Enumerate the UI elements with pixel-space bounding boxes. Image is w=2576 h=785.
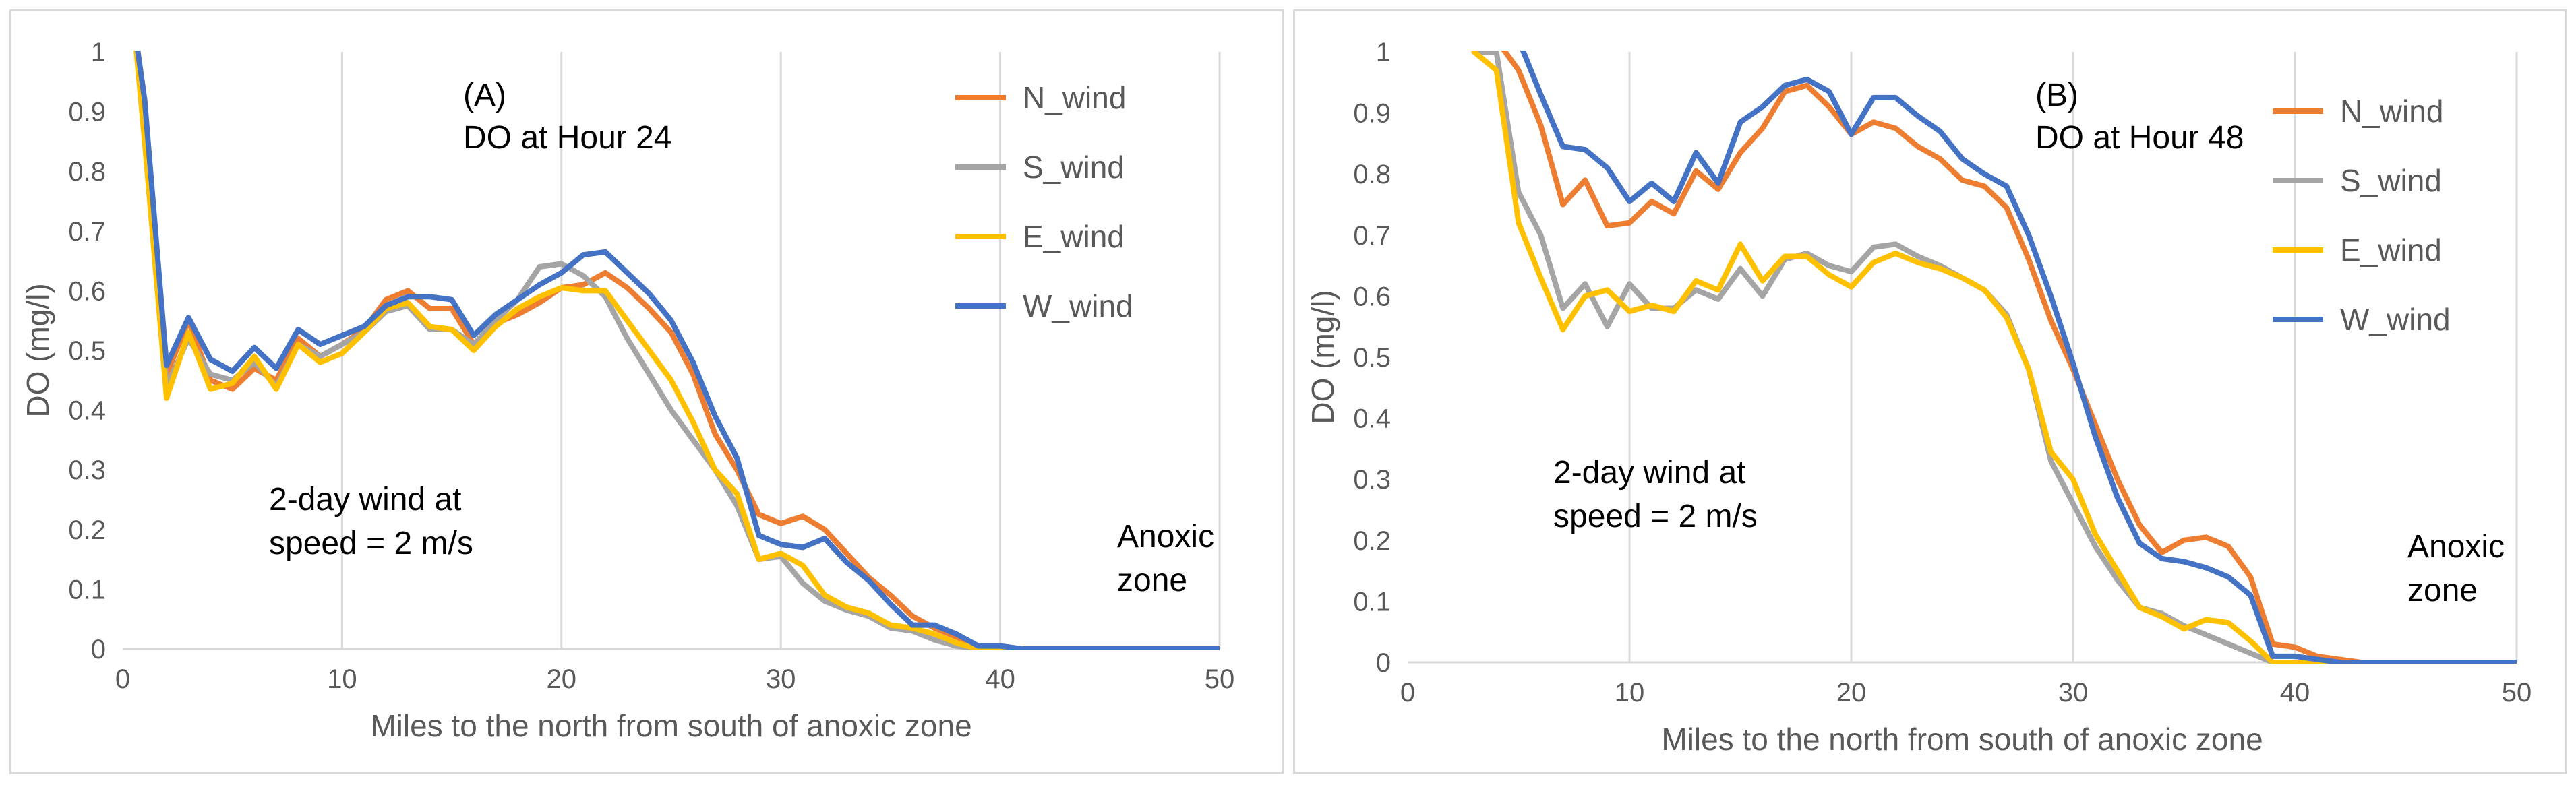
y-tick-label: 0.9 [1353,99,1391,129]
y-axis-title: DO (mg/l) [20,283,55,417]
panel-label: (A) [463,77,506,113]
x-tick-label: 50 [2502,678,2532,708]
legend-label: S_wind [1023,150,1125,185]
y-tick-label: 0.3 [1353,465,1391,495]
chart-b-svg: 0 10 20 30 40 50 0 0.1 0.2 0.3 0.4 0.5 0.6 0.7 0.8 0.9 1… [1305,38,2532,757]
x-tick-label: 0 [115,664,130,694]
y-tick-label: 0.4 [68,396,106,426]
series-line-n-wind [1501,51,2517,664]
legend-label: W_wind [1023,288,1133,323]
panel-label: (B) [2035,77,2078,113]
y-tick-label: 0.9 [68,98,106,127]
legend-label: E_wind [1023,219,1125,254]
plot-area [133,51,1220,650]
zone-annotation-line: zone [2407,573,2478,608]
y-tick-label: 0.6 [68,276,106,306]
y-tick-label: 0.5 [1353,343,1391,373]
chart-panel-a: 0 10 20 30 40 50 0 0.1 0.2 0.3 0.4 0.5 0.6 0.7 0.8 0.9 1… [9,9,1284,774]
zone-annotation-line: zone [1117,563,1187,598]
x-tick-label: 40 [2280,678,2310,708]
x-axis-title: Miles to the north from south of anoxic … [370,708,971,743]
y-tick-label: 0.4 [1353,404,1391,434]
panel-annotation-title: DO at Hour 48 [2035,120,2244,156]
x-tick-label: 30 [766,664,796,694]
y-tick-label: 0.8 [68,157,106,187]
wind-annotation-line: speed = 2 m/s [1553,499,1758,534]
x-tick-label: 20 [547,664,577,694]
y-tick-label: 0.8 [1353,160,1391,189]
y-tick-label: 1 [91,38,106,67]
series-line-s-wind [1471,51,2517,664]
panel-annotation-title: DO at Hour 24 [463,120,671,156]
chart-panel-b: 0 10 20 30 40 50 0 0.1 0.2 0.3 0.4 0.5 0.6 0.7 0.8 0.9 1… [1293,9,2567,774]
legend-label: W_wind [2340,302,2451,337]
y-tick-label: 0 [91,635,106,664]
y-tick-label: 0.1 [1353,587,1391,617]
wind-annotation-line: 2-day wind at [1553,455,1746,491]
series-line-w-wind [135,51,1220,650]
x-axis-title: Miles to the north from south of anoxic … [1661,722,2263,757]
y-tick-label: 0.2 [1353,526,1391,556]
x-tick-label: 30 [2058,678,2089,708]
legend-label: E_wind [2340,232,2442,268]
y-tick-label: 0.7 [68,217,106,247]
y-tick-label: 0.2 [68,515,106,545]
y-tick-label: 0.1 [68,575,106,604]
x-tick-label: 40 [985,664,1015,694]
zone-annotation-line: Anoxic [2407,529,2505,565]
y-tick-label: 1 [1376,38,1391,67]
legend-label: N_wind [1023,80,1126,115]
y-tick-label: 0.3 [68,456,106,485]
y-tick-label: 0 [1376,648,1391,678]
x-tick-label: 20 [1836,678,1867,708]
x-tick-label: 10 [327,664,357,694]
y-tick-label: 0.6 [1353,282,1391,311]
wind-annotation-line: 2-day wind at [269,482,462,517]
chart-a-svg: 0 10 20 30 40 50 0 0.1 0.2 0.3 0.4 0.5 0.6 0.7 0.8 0.9 1… [20,38,1235,743]
x-tick-label: 50 [1205,664,1235,694]
y-tick-label: 0.7 [1353,221,1391,251]
legend-label: N_wind [2340,94,2443,129]
legend-label: S_wind [2340,163,2442,198]
series-line-e-wind [1471,51,2517,664]
series-line-w-wind [1520,51,2517,664]
zone-annotation-line: Anoxic [1117,519,1214,555]
plot-area [1471,51,2517,664]
wind-annotation-line: speed = 2 m/s [269,526,473,561]
y-tick-label: 0.5 [68,336,106,366]
x-tick-label: 0 [1400,678,1415,708]
x-tick-label: 10 [1615,678,1645,708]
y-axis-title: DO (mg/l) [1305,290,1340,424]
